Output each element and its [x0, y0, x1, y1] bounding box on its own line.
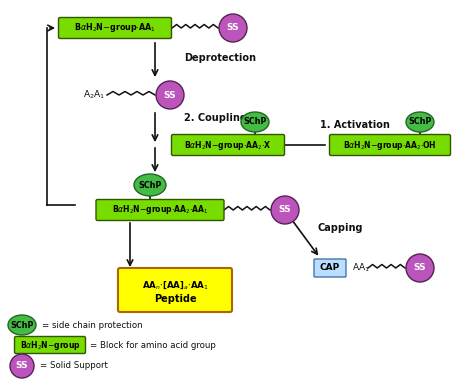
Text: Peptide: Peptide [154, 294, 196, 304]
Text: AA$_n$$\cdot$[AA]$_a$$\cdot$AA$_1$: AA$_n$$\cdot$[AA]$_a$$\cdot$AA$_1$ [142, 279, 209, 291]
Text: SS: SS [164, 90, 176, 100]
Circle shape [271, 196, 299, 224]
FancyBboxPatch shape [172, 134, 284, 156]
Ellipse shape [134, 174, 166, 196]
Text: SS: SS [279, 205, 292, 215]
Text: 1. Activation: 1. Activation [320, 120, 390, 130]
Text: SS: SS [414, 264, 426, 273]
FancyBboxPatch shape [58, 17, 172, 39]
FancyBboxPatch shape [118, 268, 232, 312]
Text: B$\alpha$H$_2$N$-$group$\cdot$AA$_2$$\cdot$AA$_1$: B$\alpha$H$_2$N$-$group$\cdot$AA$_2$$\cd… [112, 203, 208, 217]
Text: A$_2$A$_1$: A$_2$A$_1$ [83, 89, 105, 101]
Text: B$\alpha$H$_2$N$-$group$\cdot$AA$_2$$\cdot$OH: B$\alpha$H$_2$N$-$group$\cdot$AA$_2$$\cd… [343, 139, 437, 151]
Text: AA$_1$: AA$_1$ [352, 262, 370, 274]
Ellipse shape [8, 315, 36, 335]
Text: B$\alpha$H$_2$N$-$group: B$\alpha$H$_2$N$-$group [19, 339, 81, 352]
Text: 2. Coupling: 2. Coupling [183, 113, 246, 123]
Text: Deprotection: Deprotection [184, 53, 256, 63]
Text: = Block for amino acid group: = Block for amino acid group [90, 340, 216, 349]
Ellipse shape [406, 112, 434, 132]
Text: = side chain protection: = side chain protection [42, 320, 143, 330]
Text: SChP: SChP [243, 117, 267, 127]
Circle shape [219, 14, 247, 42]
Text: SChP: SChP [138, 181, 162, 190]
Text: CAP: CAP [320, 264, 340, 273]
Text: SChP: SChP [10, 320, 34, 330]
FancyBboxPatch shape [15, 337, 85, 354]
Circle shape [10, 354, 34, 378]
Text: B$\alpha$H$_2$N$-$group$\cdot$AA$_1$: B$\alpha$H$_2$N$-$group$\cdot$AA$_1$ [74, 22, 156, 34]
Text: B$\alpha$H$_2$N$-$group$\cdot$AA$_2$$\cdot$X: B$\alpha$H$_2$N$-$group$\cdot$AA$_2$$\cd… [184, 139, 272, 151]
Text: = Solid Support: = Solid Support [40, 362, 108, 371]
Circle shape [156, 81, 184, 109]
Circle shape [406, 254, 434, 282]
Text: SS: SS [16, 362, 28, 371]
Text: SS: SS [227, 24, 239, 32]
FancyBboxPatch shape [329, 134, 450, 156]
Text: Capping: Capping [317, 223, 363, 233]
Text: SChP: SChP [408, 117, 432, 127]
FancyBboxPatch shape [314, 259, 346, 277]
FancyBboxPatch shape [96, 200, 224, 220]
Ellipse shape [241, 112, 269, 132]
